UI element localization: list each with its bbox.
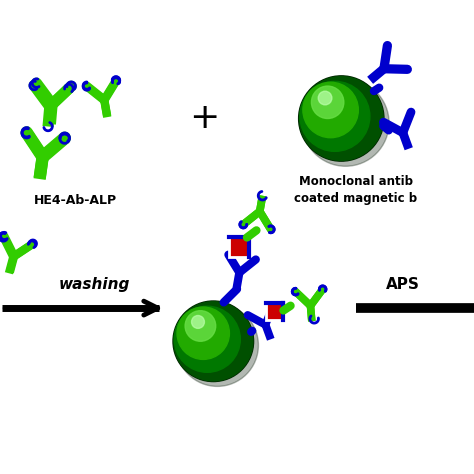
Text: coated magnetic b: coated magnetic b [294, 192, 417, 205]
Text: APS: APS [386, 276, 420, 292]
Text: +: + [189, 101, 219, 136]
Circle shape [300, 77, 383, 160]
Circle shape [176, 304, 258, 386]
Circle shape [177, 307, 229, 359]
Circle shape [318, 91, 332, 105]
FancyBboxPatch shape [266, 302, 284, 320]
Circle shape [174, 302, 253, 381]
Circle shape [311, 86, 344, 118]
Circle shape [185, 310, 216, 341]
Text: Monoclonal antib: Monoclonal antib [299, 175, 412, 188]
Text: HE4-Ab-ALP: HE4-Ab-ALP [34, 194, 118, 207]
FancyBboxPatch shape [229, 237, 249, 257]
Circle shape [191, 316, 204, 328]
Circle shape [173, 301, 254, 382]
Circle shape [302, 79, 389, 166]
Circle shape [303, 82, 358, 137]
Circle shape [174, 306, 240, 372]
Circle shape [299, 76, 384, 161]
Circle shape [300, 82, 370, 151]
Text: washing: washing [59, 276, 130, 292]
